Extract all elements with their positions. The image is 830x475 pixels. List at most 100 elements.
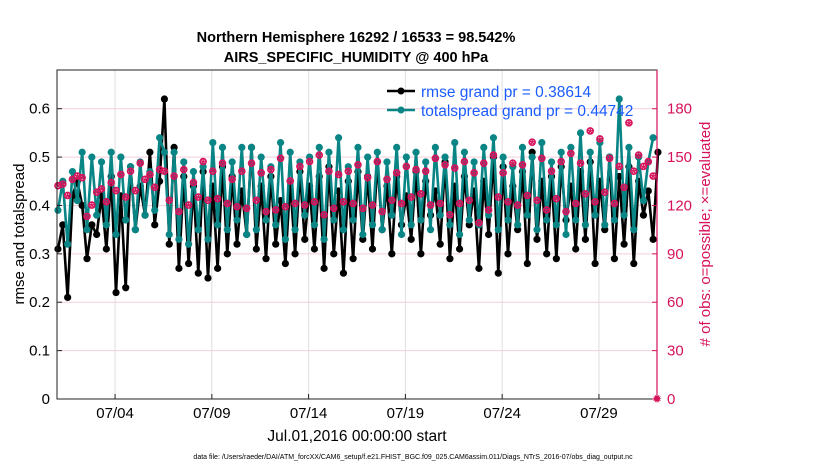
obs-possible-point (436, 199, 445, 208)
legend: rmse grand pr = 0.38614 totalspread gran… (387, 84, 633, 120)
spread-point (528, 153, 536, 161)
obs-possible-point (204, 196, 212, 205)
spread-point (122, 216, 130, 224)
obs-possible-point (513, 201, 522, 209)
spread-point (335, 134, 343, 142)
y-tick-label: 0.5 (29, 149, 50, 166)
spread-point (436, 211, 444, 219)
rmse-point (88, 221, 96, 229)
spread-point (252, 226, 260, 234)
obs-evaluated-point: * (636, 149, 642, 165)
obs-evaluated-point: * (157, 164, 163, 180)
spread-point (257, 153, 265, 161)
obs-possible-point (455, 199, 464, 208)
spread-point (112, 230, 120, 239)
obs-possible-point (576, 159, 585, 167)
rmse-point (330, 250, 338, 258)
obs-evaluated-point: * (554, 193, 560, 209)
spread-point (330, 216, 338, 224)
obs-evaluated-point: * (360, 202, 366, 218)
spread-point (383, 158, 391, 166)
obs-possible-point (475, 219, 483, 227)
obs-possible-point (78, 173, 86, 182)
obs-evaluated-point: * (650, 170, 656, 186)
obs-evaluated-point: * (152, 181, 158, 197)
spread-point (485, 211, 493, 219)
spread-point (446, 221, 454, 229)
obs-evaluated-point: * (79, 172, 85, 188)
spread-point (160, 148, 169, 156)
obs-evaluated-point: * (602, 186, 608, 202)
obs-possible-point (136, 159, 145, 167)
spread-point (576, 129, 585, 137)
spread-point (543, 216, 551, 224)
spread-point (185, 240, 193, 248)
obs-evaluated-point: * (147, 168, 153, 184)
obs-possible-point (571, 199, 580, 208)
obs-evaluated-point: * (278, 152, 284, 168)
obs-possible-point (509, 159, 517, 167)
spread-point (402, 153, 410, 161)
y2-tick-label: 150 (667, 149, 692, 166)
obs-possible-point (470, 169, 478, 177)
obs-evaluated-point: * (336, 168, 342, 184)
rmse-point (122, 284, 130, 292)
rmse-point (630, 259, 638, 268)
obs-evaluated-point: * (70, 173, 76, 189)
obs-possible-point (281, 202, 290, 211)
obs-evaluated-point: * (133, 185, 139, 201)
legend-rmse-marker (397, 87, 405, 95)
rmse-point (533, 235, 541, 243)
rmse-point (165, 240, 173, 248)
obs-possible-point (247, 159, 256, 167)
obs-evaluated-point: * (418, 188, 424, 204)
spread-point (291, 226, 299, 234)
obs-evaluated-point: * (191, 177, 197, 193)
obs-evaluated-point: * (447, 209, 453, 225)
obs-possible-point (242, 204, 251, 213)
obs-evaluated-point: * (520, 159, 526, 175)
obs-evaluated-point: * (568, 147, 574, 163)
obs-possible-point (402, 162, 411, 171)
obs-evaluated-point: * (641, 160, 647, 176)
legend-spread-label: totalspread grand pr = 0.44742 (421, 103, 633, 120)
obs-possible-point (97, 185, 106, 193)
spread-point (107, 148, 115, 156)
rmse-point (446, 255, 454, 263)
obs-evaluated-point: * (491, 149, 497, 165)
obs-evaluated-point: * (312, 196, 318, 212)
spread-point (131, 226, 139, 234)
obs-evaluated-point: * (525, 189, 531, 205)
spread-point (349, 216, 357, 224)
obs-evaluated-point: * (467, 194, 473, 210)
obs-evaluated-point: * (587, 125, 593, 141)
obs-evaluated-point: * (200, 156, 206, 172)
obs-possible-point (271, 206, 280, 214)
obs-possible-point (238, 167, 246, 176)
obs-evaluated-point: * (452, 162, 458, 178)
obs-evaluated-point: * (612, 197, 618, 213)
obs-evaluated-point: * (287, 175, 293, 191)
obs-possible-point (426, 201, 435, 209)
obs-possible-point (552, 194, 561, 203)
obs-possible-point (300, 201, 309, 209)
obs-possible-point (160, 167, 169, 176)
obs-evaluated-point: * (442, 159, 448, 175)
spread-point (155, 134, 164, 142)
spread-point (218, 143, 227, 152)
obs-evaluated-point: * (365, 172, 371, 188)
spread-point (364, 153, 372, 161)
rmse-point (504, 250, 512, 258)
obs-evaluated-point: * (399, 197, 405, 213)
obs-evaluated-point: * (268, 164, 274, 180)
rmse-point (436, 240, 444, 248)
obs-possible-point (141, 175, 149, 184)
obs-possible-point (252, 196, 261, 205)
obs-evaluated-point: * (239, 165, 245, 181)
y2-axis-label: # of obs: o=possible; ×=evaluated (697, 122, 714, 347)
spread-point (54, 206, 62, 214)
spread-point (397, 230, 406, 239)
obs-evaluated-point: * (171, 170, 177, 186)
obs-evaluated-point: * (123, 191, 129, 207)
